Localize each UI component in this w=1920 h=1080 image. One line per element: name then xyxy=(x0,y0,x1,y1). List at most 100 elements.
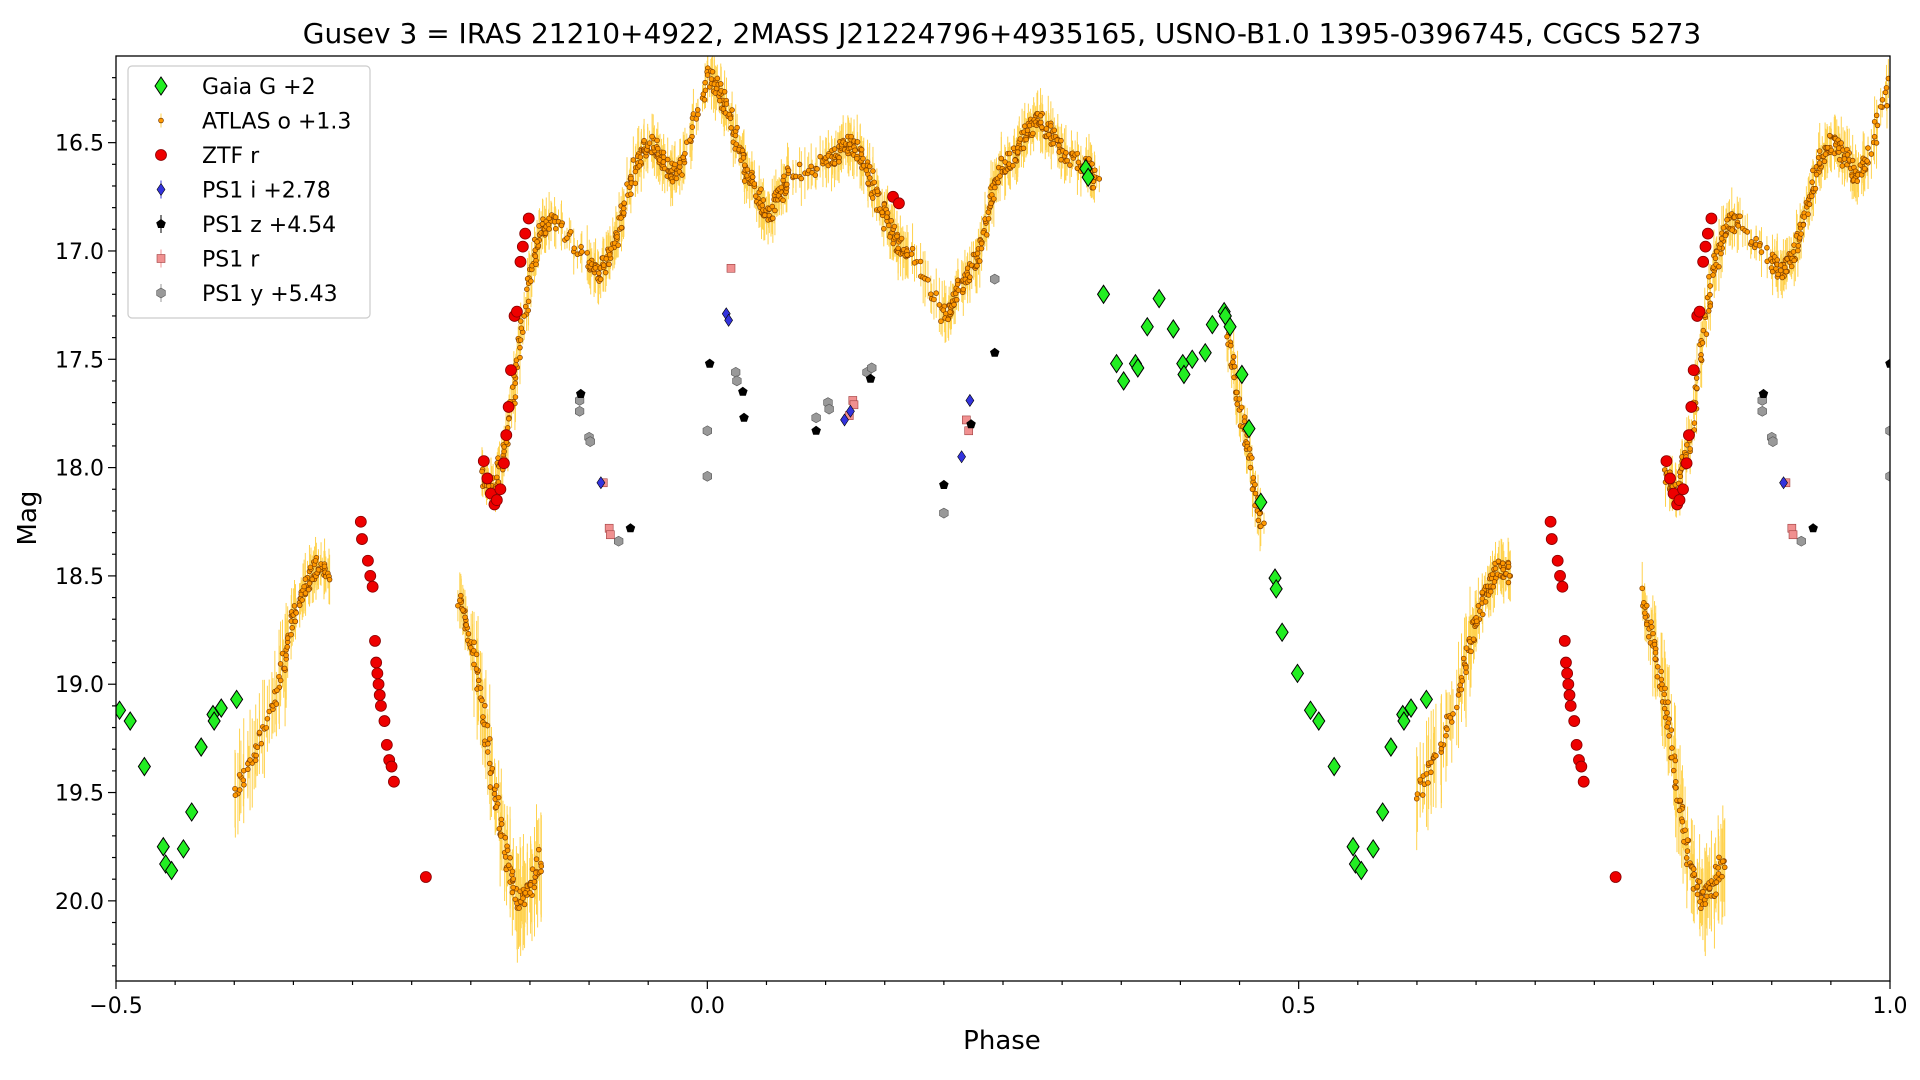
data-point-atlas-o-1-3 xyxy=(997,173,1003,179)
data-point-atlas-o-1-3 xyxy=(529,866,536,872)
legend-marker-ps1-z-4-54 xyxy=(156,219,166,228)
y-tick-label: 18.5 xyxy=(55,565,104,590)
data-point-atlas-o-1-3 xyxy=(1790,249,1797,255)
data-point-ps1-y-5-43 xyxy=(811,412,821,424)
data-point-atlas-o-1-3 xyxy=(305,586,312,593)
data-point-gaia-g-2 xyxy=(1117,371,1131,391)
data-point-ps1-y-5-43 xyxy=(585,436,595,447)
data-point-atlas-o-1-3 xyxy=(1816,148,1823,154)
data-point-ztf-r xyxy=(1570,738,1583,751)
data-point-atlas-o-1-3 xyxy=(1679,818,1686,825)
data-point-atlas-o-1-3 xyxy=(660,159,667,165)
data-point-atlas-o-1-3 xyxy=(618,215,624,221)
data-point-atlas-o-1-3 xyxy=(542,230,549,236)
data-point-atlas-o-1-3 xyxy=(1414,791,1421,797)
data-point-atlas-o-1-3 xyxy=(232,792,239,798)
data-point-atlas-o-1-3 xyxy=(264,715,271,722)
data-point-atlas-o-1-3 xyxy=(1666,733,1672,739)
data-point-atlas-o-1-3 xyxy=(909,245,916,252)
data-point-atlas-o-1-3 xyxy=(252,757,259,764)
data-point-atlas-o-1-3 xyxy=(1050,140,1057,147)
data-point-atlas-o-1-3 xyxy=(904,252,910,258)
data-point-atlas-o-1-3 xyxy=(1231,363,1238,370)
data-point-atlas-o-1-3 xyxy=(485,749,491,755)
data-point-ztf-r xyxy=(388,775,400,788)
data-point-ps1-r xyxy=(849,400,859,410)
data-point-atlas-o-1-3 xyxy=(510,884,516,891)
data-point-atlas-o-1-3 xyxy=(1798,231,1804,237)
data-point-atlas-o-1-3 xyxy=(502,854,509,860)
data-point-atlas-o-1-3 xyxy=(831,146,838,152)
data-point-atlas-o-1-3 xyxy=(672,161,678,168)
data-point-gaia-g-2 xyxy=(116,700,127,721)
data-point-atlas-o-1-3 xyxy=(1491,579,1498,585)
data-point-ps1-z-4-54 xyxy=(990,347,1000,357)
data-point-atlas-o-1-3 xyxy=(1670,767,1677,774)
data-point-atlas-o-1-3 xyxy=(1682,827,1688,833)
data-point-gaia-g-2 xyxy=(1109,353,1124,374)
data-point-ztf-r xyxy=(364,570,377,582)
data-point-atlas-o-1-3 xyxy=(487,736,493,742)
data-point-atlas-o-1-3 xyxy=(995,179,1001,186)
data-point-gaia-g-2 xyxy=(1235,364,1249,385)
data-point-atlas-o-1-3 xyxy=(784,181,790,188)
data-point-ztf-r xyxy=(354,515,367,528)
data-point-atlas-o-1-3 xyxy=(496,826,503,832)
data-point-atlas-o-1-3 xyxy=(533,261,539,268)
data-point-ztf-r xyxy=(380,738,393,751)
data-point-atlas-o-1-3 xyxy=(603,256,610,262)
data-point-atlas-o-1-3 xyxy=(489,765,496,772)
data-point-atlas-o-1-3 xyxy=(1694,883,1701,890)
data-point-atlas-o-1-3 xyxy=(1668,727,1675,733)
data-point-atlas-o-1-3 xyxy=(578,244,584,250)
data-point-ztf-r xyxy=(1564,699,1577,712)
data-point-atlas-o-1-3 xyxy=(284,635,291,641)
data-point-atlas-o-1-3 xyxy=(716,97,723,104)
data-point-atlas-o-1-3 xyxy=(1844,152,1851,158)
data-point-atlas-o-1-3 xyxy=(1841,156,1848,162)
data-point-gaia-g-2 xyxy=(1419,689,1433,710)
data-point-atlas-o-1-3 xyxy=(592,265,599,271)
data-point-atlas-o-1-3 xyxy=(487,770,494,776)
data-point-atlas-o-1-3 xyxy=(1475,603,1482,609)
data-point-atlas-o-1-3 xyxy=(1676,807,1683,814)
data-point-atlas-o-1-3 xyxy=(1252,481,1258,488)
data-point-atlas-o-1-3 xyxy=(769,203,776,210)
data-point-ps1-z-4-54 xyxy=(1885,358,1890,368)
data-point-gaia-g-2 xyxy=(1366,838,1380,859)
data-point-atlas-o-1-3 xyxy=(1443,732,1449,739)
series-ps1-y-5-43 xyxy=(574,273,1890,547)
data-point-atlas-o-1-3 xyxy=(867,175,873,181)
y-tick-label: 16.5 xyxy=(55,132,104,157)
data-point-atlas-o-1-3 xyxy=(1720,225,1727,231)
data-point-ztf-r xyxy=(1563,689,1576,701)
data-point-gaia-g-2 xyxy=(164,860,179,881)
data-point-atlas-o-1-3 xyxy=(938,318,944,324)
data-point-ztf-r xyxy=(1560,656,1572,669)
data-point-atlas-o-1-3 xyxy=(1438,741,1444,747)
data-point-ps1-y-5-43 xyxy=(990,273,1000,285)
data-point-ps1-z-4-54 xyxy=(1808,523,1818,533)
data-point-atlas-o-1-3 xyxy=(621,200,627,206)
plot-frame xyxy=(115,55,1891,982)
data-point-atlas-o-1-3 xyxy=(614,234,620,240)
data-point-atlas-o-1-3 xyxy=(632,180,639,187)
data-point-ztf-r xyxy=(1554,570,1566,582)
data-point-atlas-o-1-3 xyxy=(1090,184,1097,191)
data-point-atlas-o-1-3 xyxy=(1809,193,1815,199)
data-point-atlas-o-1-3 xyxy=(1463,669,1469,676)
data-point-ztf-r xyxy=(372,678,385,691)
data-point-atlas-o-1-3 xyxy=(1444,726,1450,733)
data-point-atlas-o-1-3 xyxy=(1816,160,1823,166)
data-point-atlas-o-1-3 xyxy=(553,225,559,232)
data-point-atlas-o-1-3 xyxy=(1774,257,1781,263)
data-point-atlas-o-1-3 xyxy=(524,286,530,292)
data-point-ztf-r xyxy=(1575,760,1588,773)
data-point-atlas-o-1-3 xyxy=(1458,686,1465,693)
data-point-atlas-o-1-3 xyxy=(1795,243,1802,249)
data-point-atlas-o-1-3 xyxy=(482,702,488,709)
x-axis: −0.5 0.0 0.5 1.0 xyxy=(89,981,1908,1019)
data-point-ztf-r xyxy=(369,634,381,647)
data-point-atlas-o-1-3 xyxy=(687,137,693,143)
data-point-atlas-o-1-3 xyxy=(1468,648,1474,655)
